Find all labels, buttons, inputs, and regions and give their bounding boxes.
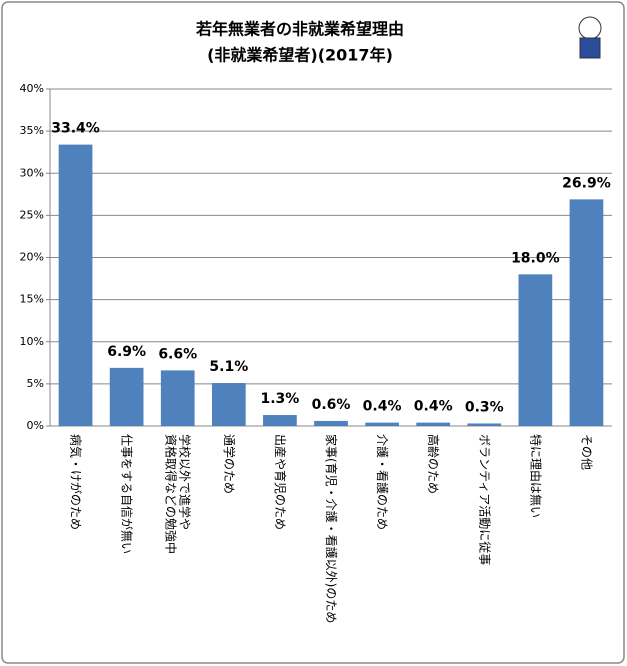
mascot-icon — [578, 16, 602, 59]
x-tick-label: 病気・けがのため — [68, 434, 83, 531]
bar — [58, 144, 93, 427]
value-label: 0.3% — [465, 399, 504, 415]
value-label: 0.4% — [363, 399, 402, 415]
y-tick-label: 30% — [20, 166, 44, 179]
bar — [416, 422, 451, 426]
bar — [518, 274, 553, 426]
x-tick-label: 高齢のため — [426, 434, 441, 495]
y-tick-label: 10% — [20, 335, 44, 348]
x-tick-label: 家事(育児・介護・看護以外)のため — [324, 434, 338, 624]
x-tick-label: 通学のため — [221, 434, 236, 495]
value-label: 6.6% — [158, 346, 197, 362]
value-label: 6.9% — [107, 344, 146, 360]
value-label: 0.6% — [312, 397, 351, 413]
y-tick-label: 35% — [20, 124, 44, 137]
x-tick-label: 介護・看護のため — [375, 434, 390, 531]
chart-title: 若年無業者の非就業希望理由 — [195, 20, 404, 39]
bar — [569, 199, 604, 426]
y-tick-label: 15% — [20, 293, 44, 306]
bar — [467, 423, 502, 426]
y-tick-label: 0% — [27, 419, 44, 432]
x-tick-label: 学校以外で進学や 資格取得などの勉強中 — [163, 434, 192, 555]
value-label: 26.9% — [562, 175, 611, 191]
bar — [109, 367, 144, 426]
x-tick-label: 特に理由は無い — [528, 434, 543, 519]
value-label: 18.0% — [511, 250, 560, 266]
value-label: 5.1% — [209, 359, 248, 375]
value-label: 1.3% — [260, 391, 299, 407]
bar — [160, 370, 195, 426]
bar — [263, 415, 297, 426]
y-tick-label: 20% — [20, 251, 44, 264]
x-tick-label: 出産や育児のため — [272, 434, 287, 531]
y-tick-label: 40% — [20, 82, 44, 95]
bar — [314, 420, 348, 426]
bar — [211, 383, 246, 426]
value-label: 0.4% — [414, 399, 453, 415]
value-label: 33.4% — [51, 121, 100, 137]
x-tick-label: 仕事をする自信が無い — [119, 434, 134, 555]
x-tick-label: ボランティア活動に従事 — [477, 434, 492, 566]
chart-subtitle: (非就業希望者)(2017年) — [207, 46, 393, 65]
y-tick-label: 5% — [27, 377, 44, 390]
y-tick-label: 25% — [20, 208, 44, 221]
x-tick-label: その他 — [579, 434, 594, 471]
bar — [365, 422, 399, 426]
